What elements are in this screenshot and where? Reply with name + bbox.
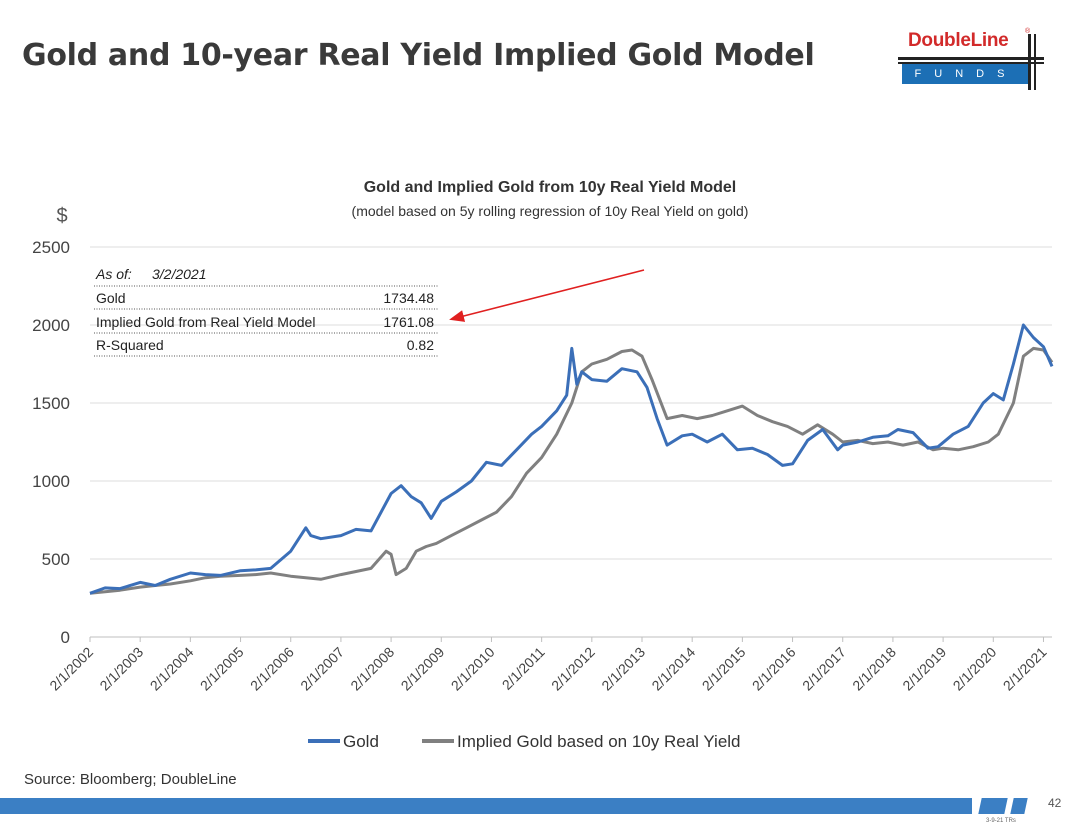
y-tick-label: 1000: [32, 472, 70, 491]
x-tick-label: 2/1/2014: [648, 644, 698, 694]
logo-registered-mark: ®: [1025, 28, 1031, 35]
source-note: Source: Bloomberg; DoubleLine: [24, 771, 237, 788]
logo-crossbar: [898, 57, 1044, 60]
logo-name: DoubleLine: [908, 30, 1009, 51]
x-tick-label: 2/1/2011: [499, 644, 548, 693]
y-axis-label: $: [56, 205, 67, 227]
footer-accent: [978, 798, 1008, 814]
footer-note: 3-9-21 TRs: [986, 818, 1016, 824]
row-implied-value: 1761.08: [383, 314, 434, 330]
chart-subtitle: (model based on 5y rolling regression of…: [352, 203, 749, 219]
row-gold-label: Gold: [96, 290, 126, 306]
y-tick-label: 2000: [32, 316, 70, 335]
row-gold-value: 1734.48: [383, 290, 434, 306]
chart-title: Gold and Implied Gold from 10y Real Yiel…: [364, 179, 737, 196]
y-tick-label: 0: [61, 628, 70, 647]
logo-funds-band: FUNDS: [902, 64, 1030, 84]
row-implied-label: Implied Gold from Real Yield Model: [96, 314, 315, 330]
x-tick-label: 2/1/2015: [699, 644, 749, 694]
x-tick-label: 2/1/2018: [849, 644, 899, 694]
as-of-table: As of: 3/2/2021 Gold 1734.48 Implied Gol…: [94, 266, 438, 357]
x-tick-label: 2/1/2019: [899, 644, 949, 694]
y-tick-label: 2500: [32, 238, 70, 257]
x-tick-label: 2/1/2008: [347, 644, 397, 694]
x-tick-label: 2/1/2004: [147, 644, 197, 694]
row-rsquared-value: 0.82: [407, 337, 434, 353]
as-of-date: 3/2/2021: [152, 266, 207, 282]
x-tick-label: 2/1/2012: [548, 644, 598, 694]
series-lines: [89, 323, 1054, 595]
gridlines: [90, 246, 1052, 638]
y-tick-labels: 0 500 1000 1500 2000 2500: [32, 238, 70, 647]
slide-title: Gold and 10-year Real Yield Implied Gold…: [22, 38, 815, 73]
x-tick-label: 2/1/2007: [297, 644, 347, 694]
doubleline-logo: DoubleLine ® FUNDS: [898, 26, 1048, 90]
x-tick-label: 2/1/2006: [247, 644, 297, 694]
x-tick-label: 2/1/2021: [1000, 644, 1050, 694]
y-tick-label: 500: [42, 550, 70, 569]
legend: Gold Implied Gold based on 10y Real Yiel…: [308, 732, 741, 751]
legend-label-gold: Gold: [343, 732, 379, 751]
y-tick-label: 1500: [32, 394, 70, 413]
logo-crossbar-thin: [898, 62, 1044, 64]
row-rsquared-label: R-Squared: [96, 337, 164, 353]
legend-label-implied: Implied Gold based on 10y Real Yield: [457, 732, 741, 751]
x-tick-label: 2/1/2020: [950, 644, 1000, 694]
as-of-label: As of:: [95, 266, 132, 282]
x-tick-label: 2/1/2010: [448, 644, 498, 694]
x-tick-label: 2/1/2013: [598, 644, 648, 694]
footer-bar: [0, 798, 972, 814]
logo-upright-thin: [1034, 34, 1036, 90]
x-tick-label: 2/1/2002: [46, 644, 96, 694]
logo-upright: [1028, 34, 1031, 90]
implied-gold-series-line: [89, 346, 1054, 595]
x-tick-label: 2/1/2017: [799, 644, 849, 694]
x-tick-label: 2/1/2009: [398, 644, 448, 694]
gold-series-line: [89, 323, 1054, 595]
x-tick-label: 2/1/2003: [96, 644, 146, 694]
page-number: 42: [1048, 796, 1062, 810]
x-tick-labels: 2/1/2002 2/1/2003 2/1/2004 2/1/2005 2/1/2006…: [46, 637, 1050, 694]
x-tick-label: 2/1/2016: [749, 644, 799, 694]
x-tick-label: 2/1/2005: [197, 644, 247, 694]
annotation-arrow: [449, 269, 645, 322]
